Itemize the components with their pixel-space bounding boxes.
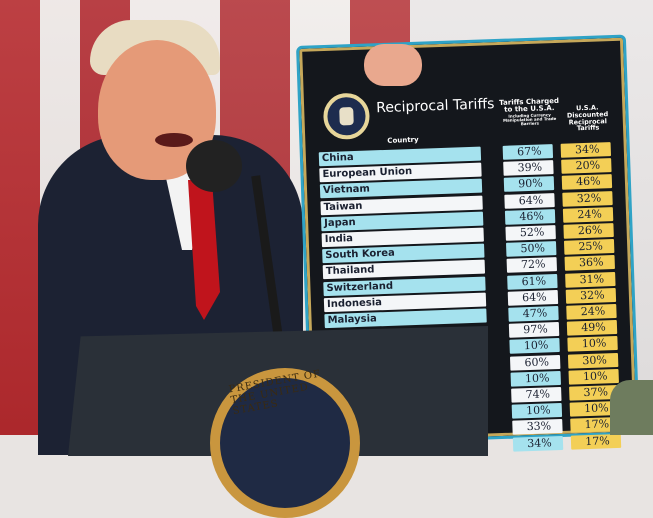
charged-cell: 46%	[504, 208, 556, 225]
charged-cell: 61%	[507, 273, 558, 290]
charged-cell: 52%	[505, 225, 556, 241]
discounted-cell: 10%	[568, 368, 619, 385]
presidential-seal-icon	[322, 92, 371, 141]
charged-cell: 34%	[512, 435, 564, 452]
charged-cell: 67%	[502, 144, 554, 160]
charged-cell: 50%	[506, 241, 557, 257]
board-title: Reciprocal Tariffs	[375, 96, 495, 117]
discounted-cell: 24%	[566, 303, 617, 320]
country-cell: Malaysia	[324, 308, 487, 329]
discounted-cell: 32%	[565, 287, 617, 304]
discounted-cell: 36%	[564, 255, 615, 272]
charged-cell: 10%	[510, 370, 561, 387]
hand	[364, 44, 422, 86]
charged-cell: 39%	[503, 160, 554, 177]
discounted-cell: 30%	[567, 352, 619, 369]
charged-header: Tariffs Charged to the U.S.A. Including C…	[499, 96, 560, 127]
country-header: Country	[387, 135, 419, 145]
charged-cell: 60%	[509, 354, 561, 371]
discounted-cell: 49%	[566, 320, 618, 336]
discounted-cell: 34%	[560, 142, 612, 158]
charged-cell: 64%	[504, 192, 555, 209]
discounted-cell: 25%	[563, 239, 615, 255]
charged-cell: 33%	[512, 419, 563, 436]
charged-cell: 74%	[511, 386, 562, 403]
charged-cell: 64%	[507, 289, 559, 306]
discounted-cell: 24%	[562, 206, 614, 223]
podium-seal: PRESIDENT OF THE UNITED STATES	[210, 368, 360, 518]
charged-cell: 90%	[503, 176, 555, 193]
charged-cell: 10%	[509, 338, 560, 355]
discounted-header: U.S.A. Discounted Reciprocal Tariffs	[566, 103, 609, 133]
charged-cell: 72%	[506, 257, 558, 274]
discounted-cell: 10%	[567, 336, 618, 353]
discounted-cell: 17%	[570, 433, 622, 450]
mouth	[155, 133, 193, 147]
discounted-cell: 20%	[561, 158, 612, 174]
charged-cell: 47%	[508, 306, 559, 322]
microphone	[186, 140, 242, 192]
charged-cell: 10%	[511, 403, 563, 419]
discounted-cell: 31%	[565, 271, 616, 288]
charged-cell: 97%	[508, 322, 560, 338]
discounted-cell: 32%	[562, 190, 613, 207]
discounted-cell: 26%	[563, 223, 614, 239]
discounted-cell: 46%	[561, 174, 613, 191]
plant	[610, 380, 653, 435]
